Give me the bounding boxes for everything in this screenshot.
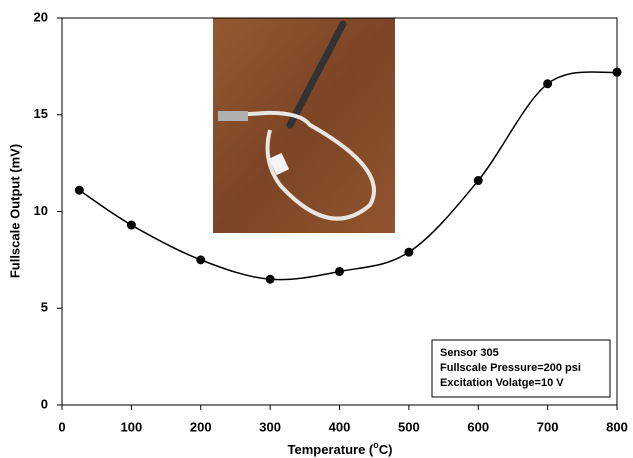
annotation-line: Fullscale Pressure=200 psi	[440, 362, 581, 374]
y-tick-label: 15	[34, 106, 48, 121]
marker	[404, 247, 414, 257]
x-tick-label: 800	[606, 419, 628, 434]
x-tick-label: 100	[121, 419, 143, 434]
x-label-text: C)	[379, 442, 393, 457]
annotation-line: Sensor 305	[440, 347, 499, 359]
annotation-box: Sensor 305 Fullscale Pressure=200 psi Ex…	[431, 339, 611, 398]
x-tick-label: 200	[190, 419, 212, 434]
marker	[196, 255, 206, 265]
x-axis-label: Temperature (oC)	[288, 440, 393, 457]
x-tick-label: 500	[398, 419, 420, 434]
marker	[543, 79, 553, 89]
y-tick-label: 0	[41, 396, 48, 411]
marker	[612, 67, 622, 77]
line	[78, 71, 618, 281]
y-tick-label: 10	[34, 203, 48, 218]
x-tick-label: 400	[329, 419, 351, 434]
inset-photo	[213, 18, 395, 233]
marker	[265, 274, 275, 284]
x-label-sup: o	[373, 440, 379, 450]
x-tick-label: 300	[259, 419, 281, 434]
y-axis-label: Fullscale Output (mV)	[7, 144, 22, 278]
x-tick-label: 700	[537, 419, 559, 434]
y-tick-label: 20	[34, 9, 48, 24]
marker	[335, 266, 344, 276]
annotation-line: Excitation Volatge=10 V	[440, 377, 564, 389]
marker	[74, 185, 84, 195]
marker	[473, 176, 483, 186]
x-tick-label: 600	[467, 419, 489, 434]
marker	[126, 220, 136, 230]
x-tick-label: 0	[58, 419, 65, 434]
y-tick-label: 5	[41, 300, 48, 315]
x-label-text: Temperature (	[288, 442, 374, 457]
